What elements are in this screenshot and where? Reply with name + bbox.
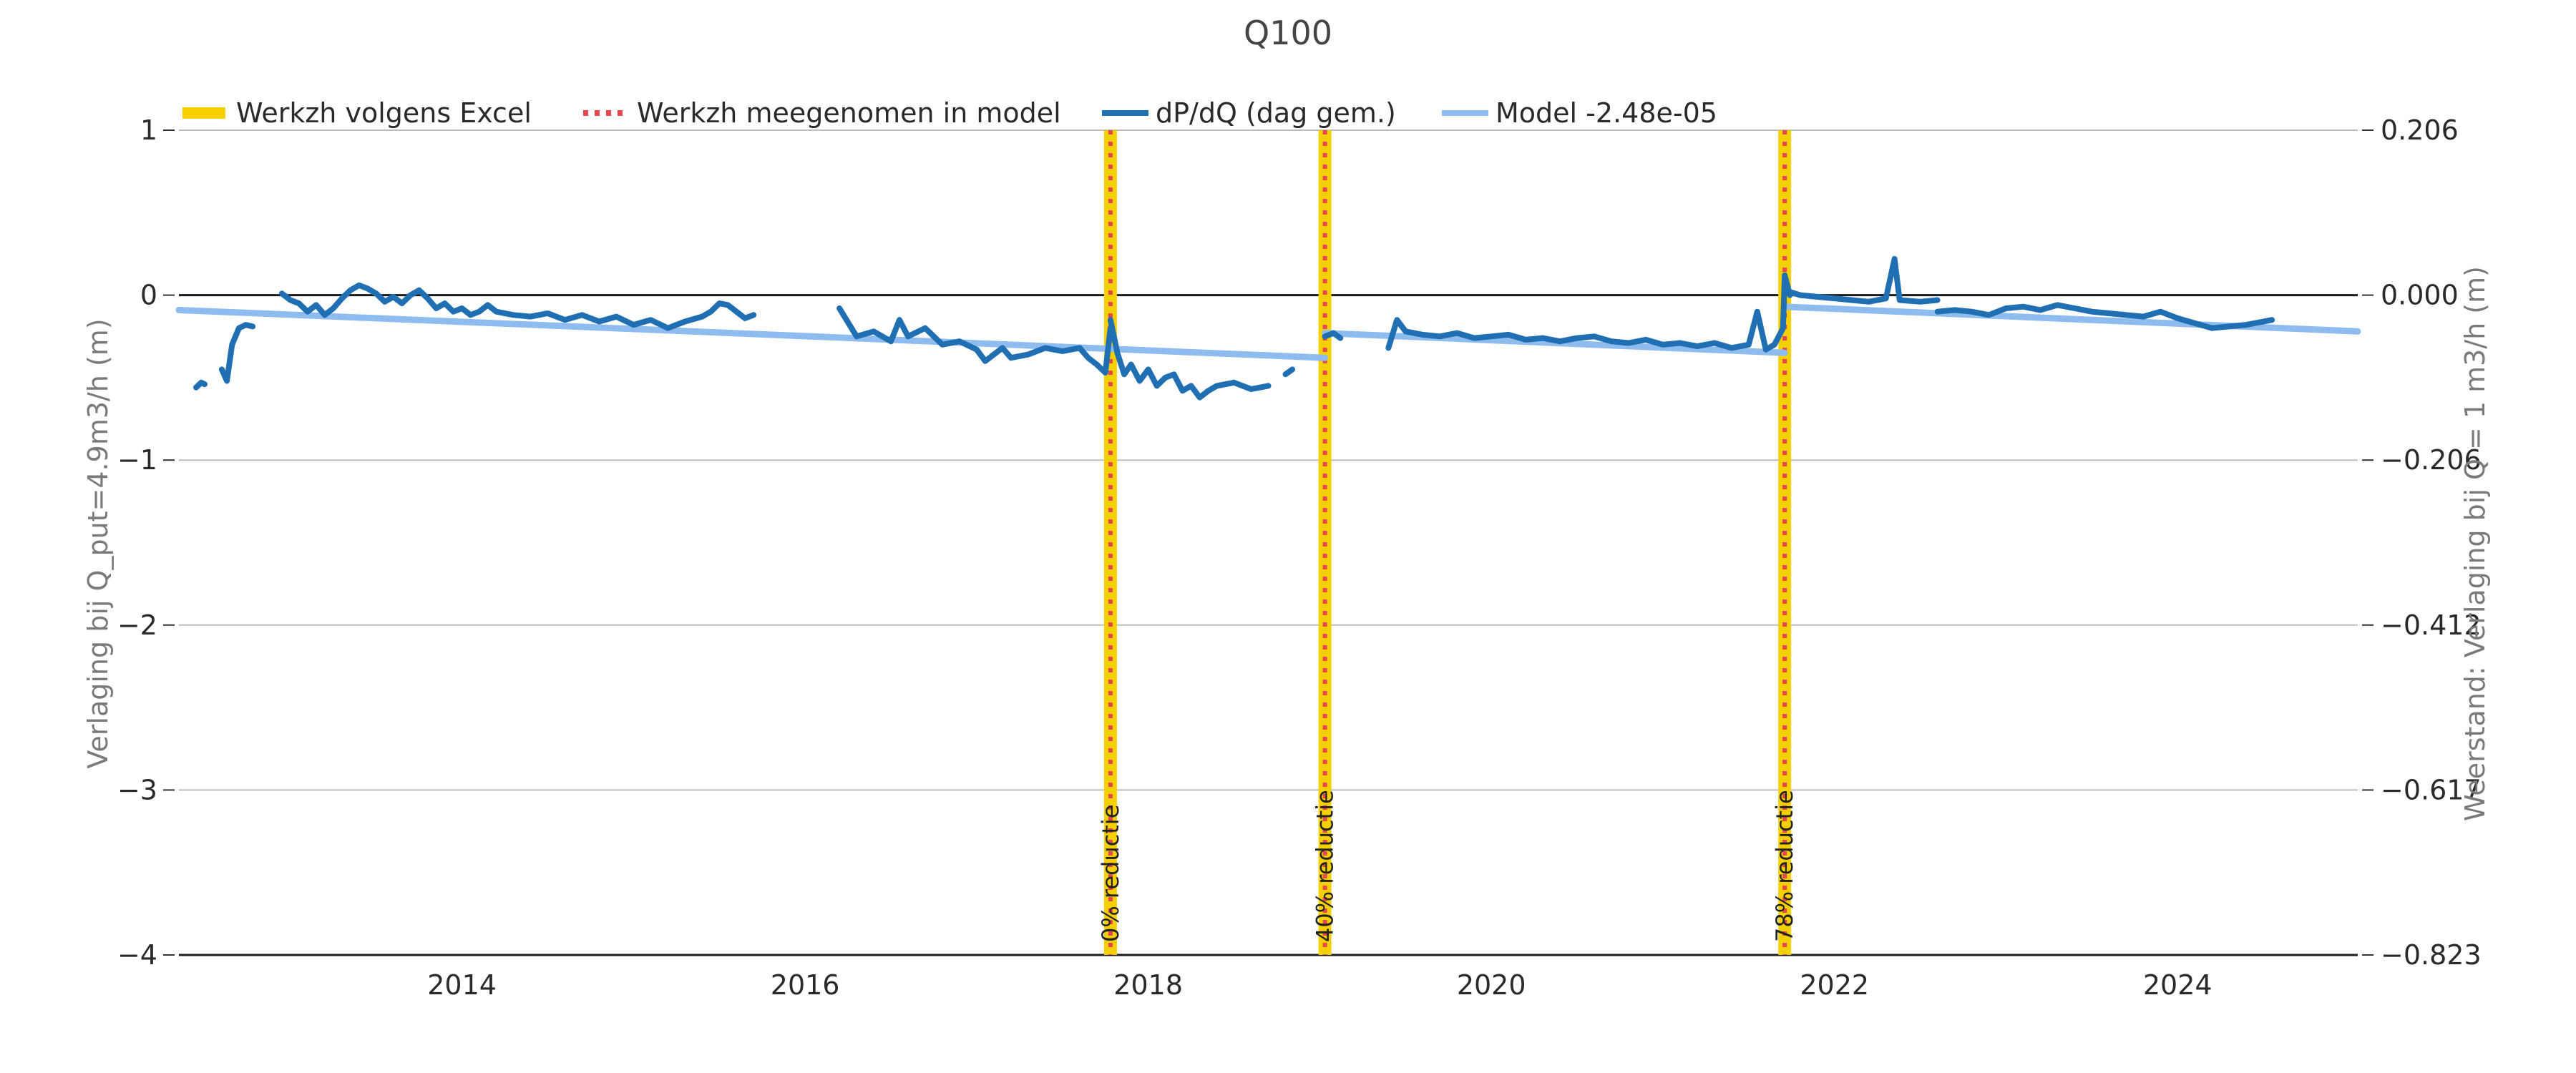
y2-tick-label: −0.823 (2381, 939, 2482, 971)
series-line (1787, 255, 1941, 305)
y-tick-label: 0 (140, 280, 157, 311)
y2-tick-label: −0.617 (2381, 774, 2482, 805)
series-line (1781, 303, 2361, 335)
y2-tick-label: −0.412 (2381, 609, 2482, 641)
legend: Werkzh volgens Excel Werkzh meegenomen in… (182, 97, 1717, 129)
y2-tick-label: 0.000 (2381, 280, 2459, 311)
series-line (1385, 272, 1793, 353)
event-markers: 0% reductie 40% reductie 78% reductie (1097, 130, 1798, 955)
legend-label: Werkzh meegenomen in model (637, 97, 1061, 129)
series-line (1107, 317, 1272, 401)
y2-tick-label: 0.206 (2381, 114, 2459, 146)
x-tick-label: 2014 (427, 969, 497, 1001)
x-tick-label: 2018 (1113, 969, 1183, 1001)
y-tick-label: −2 (117, 609, 157, 641)
series-line (1934, 302, 2275, 331)
legend-label: dP/dQ (dag gem.) (1156, 97, 1396, 129)
series-line (175, 306, 1329, 361)
y2-axis-label: Weerstand: Verlaging bij Q = 1 m3/h (m) (2459, 266, 2491, 821)
y-tick-label: −1 (117, 444, 157, 476)
series-line (193, 379, 208, 391)
x-tick-label: 2016 (771, 969, 840, 1001)
event-label: 78% reductie (1771, 790, 1798, 942)
legend-label: Model -2.48e-05 (1496, 97, 1717, 129)
x-tick-label: 2024 (2143, 969, 2212, 1001)
x-tick-label: 2022 (1800, 969, 1869, 1001)
y-tick-label: 1 (140, 114, 157, 146)
y2-tick-label: −0.206 (2381, 444, 2482, 476)
chart-title: Q100 (1244, 14, 1332, 52)
y-tick-label: −4 (117, 939, 157, 971)
legend-label: Werkzh volgens Excel (236, 97, 532, 129)
event-label: 40% reductie (1312, 790, 1339, 942)
axes: 1 0.206 0 0.000 −1 −0.206 −2 −0.412 −3 −0.617 −4 −0… (117, 114, 2482, 1001)
y-tick-label: −3 (117, 774, 157, 805)
series-line (278, 282, 757, 331)
y-axis-label: Verlaging bij Q_put=4.9m3/h (m) (82, 318, 114, 768)
grid-lines (179, 129, 2358, 956)
x-tick-label: 2020 (1457, 969, 1526, 1001)
series-line (836, 305, 1113, 376)
event-label: 0% reductie (1097, 805, 1124, 942)
series-lines (175, 255, 2361, 401)
series-line (1322, 330, 1344, 341)
series-line (218, 322, 256, 384)
series-line (1282, 366, 1296, 378)
